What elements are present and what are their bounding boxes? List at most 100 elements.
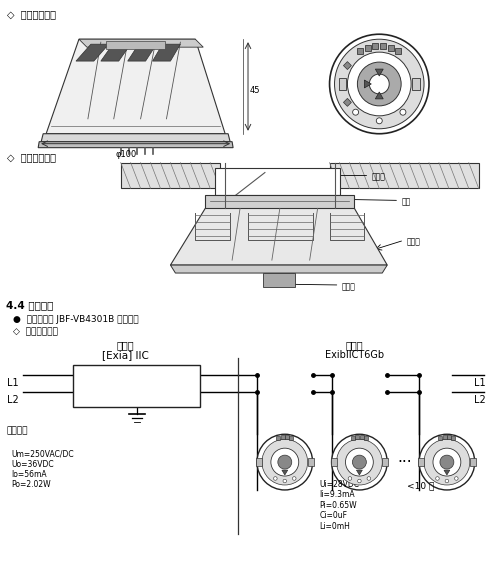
Circle shape [367, 477, 370, 480]
Circle shape [376, 118, 382, 124]
Text: 导光注: 导光注 [342, 282, 355, 291]
Bar [290, 436, 293, 440]
Circle shape [332, 434, 387, 490]
Bar [351, 436, 355, 440]
Circle shape [358, 479, 361, 483]
Circle shape [352, 455, 366, 469]
Circle shape [278, 455, 292, 469]
Circle shape [348, 477, 352, 480]
Polygon shape [128, 44, 156, 61]
Polygon shape [170, 208, 387, 265]
Circle shape [348, 52, 411, 116]
Text: L2: L2 [474, 395, 486, 405]
Polygon shape [76, 44, 109, 61]
Polygon shape [444, 470, 450, 475]
Text: 安全栊: 安全栊 [126, 382, 148, 395]
Text: ◇  安装示意图：: ◇ 安装示意图： [8, 153, 56, 163]
Text: 45: 45 [250, 86, 260, 95]
Bar [388, 45, 394, 51]
Bar [382, 458, 388, 466]
Bar [330, 458, 336, 466]
Bar [372, 43, 378, 50]
Text: Um=250VAC/DC
Uo=36VDC
Io=56mA
Po=2.02W: Um=250VAC/DC Uo=36VDC Io=56mA Po=2.02W [12, 449, 74, 489]
Circle shape [358, 62, 401, 106]
Text: Ui=28VDC
Ii=9.3mA
Pi=0.65W
Ci=0uF
Li=0mH: Ui=28VDC Ii=9.3mA Pi=0.65W Ci=0uF Li=0mH [320, 480, 360, 530]
Bar [256, 458, 262, 466]
Bar [418, 458, 424, 466]
Circle shape [346, 448, 374, 476]
Circle shape [445, 479, 448, 483]
Polygon shape [376, 69, 384, 76]
Bar [215, 168, 340, 195]
Circle shape [419, 434, 474, 490]
Circle shape [454, 477, 458, 480]
Polygon shape [344, 61, 351, 70]
Circle shape [352, 109, 358, 115]
Text: ●  探测器配接 JBF-VB4301B 型底座。: ● 探测器配接 JBF-VB4301B 型底座。 [14, 315, 139, 324]
Circle shape [330, 34, 429, 134]
Bar [380, 43, 386, 50]
Bar [412, 78, 420, 90]
Bar [364, 45, 370, 51]
Circle shape [292, 477, 296, 480]
Text: <10 只: <10 只 [407, 481, 434, 490]
Text: L1: L1 [474, 378, 486, 387]
Bar [447, 435, 451, 439]
Bar [442, 435, 446, 439]
Polygon shape [79, 39, 204, 47]
Polygon shape [152, 44, 180, 61]
Polygon shape [41, 134, 230, 142]
Bar [358, 48, 364, 54]
Circle shape [400, 109, 406, 115]
Circle shape [424, 439, 470, 485]
Polygon shape [170, 265, 387, 273]
Text: 报警总线: 报警总线 [6, 426, 28, 435]
Circle shape [257, 434, 312, 490]
Text: ExibIICT6Gb: ExibIICT6Gb [325, 350, 384, 360]
Bar [73, 365, 200, 408]
Bar [470, 458, 476, 466]
Text: [Exia] IIC: [Exia] IIC [102, 350, 149, 360]
Bar [438, 436, 442, 440]
Text: 2-: 2- [75, 382, 82, 391]
Text: ◇  接线示意图：: ◇ 接线示意图： [14, 328, 58, 337]
Polygon shape [120, 163, 220, 189]
Text: 护线盒: 护线盒 [372, 172, 385, 181]
Circle shape [271, 448, 298, 476]
Text: -4: -4 [178, 382, 186, 391]
Bar [263, 273, 295, 287]
Polygon shape [356, 470, 362, 475]
Text: 底座: 底座 [401, 198, 410, 207]
Text: 探测器: 探测器 [406, 237, 420, 246]
Bar [355, 435, 359, 439]
Bar [360, 435, 364, 439]
Text: +1: +1 [75, 373, 86, 382]
Circle shape [334, 39, 424, 129]
Bar [338, 78, 346, 90]
Bar [452, 436, 456, 440]
Circle shape [262, 439, 308, 485]
Text: L1: L1 [8, 378, 19, 387]
Circle shape [370, 74, 389, 94]
Bar [285, 435, 289, 439]
Text: L2: L2 [8, 395, 19, 405]
Text: 安全区: 安全区 [117, 339, 134, 350]
Polygon shape [106, 41, 166, 49]
Bar [206, 195, 354, 208]
Polygon shape [46, 39, 225, 134]
Bar [364, 436, 368, 440]
Polygon shape [364, 80, 372, 88]
Polygon shape [330, 163, 478, 189]
Text: ···: ··· [398, 454, 412, 470]
Bar [395, 48, 401, 54]
Text: 4.4 配接底座: 4.4 配接底座 [6, 300, 54, 310]
Bar [280, 435, 284, 439]
Circle shape [440, 455, 454, 469]
Circle shape [274, 477, 277, 480]
Circle shape [433, 448, 461, 476]
Text: φ100: φ100 [115, 150, 136, 159]
Bar [308, 458, 314, 466]
Circle shape [336, 439, 382, 485]
Polygon shape [282, 470, 288, 475]
Circle shape [283, 479, 286, 483]
